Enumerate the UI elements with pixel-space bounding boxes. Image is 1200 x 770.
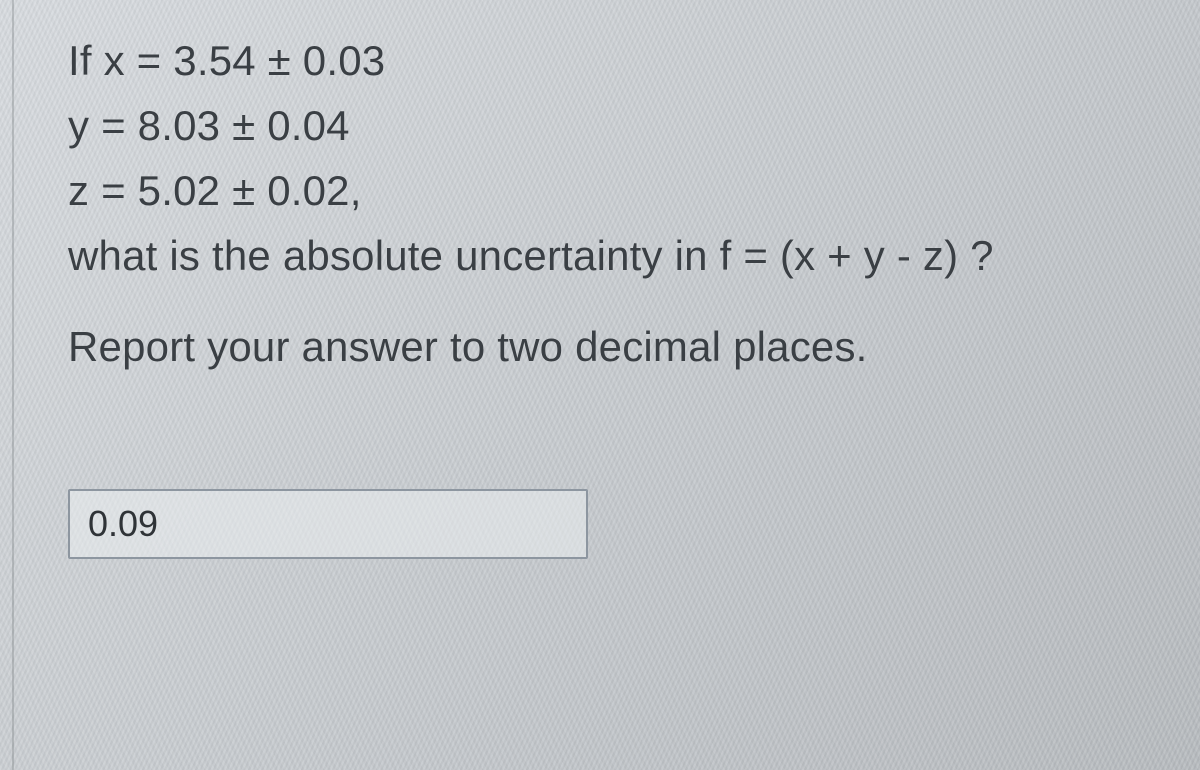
question-line-4: what is the absolute uncertainty in f = … (68, 223, 1160, 288)
answer-input[interactable] (68, 489, 588, 559)
question-line-3: z = 5.02 ± 0.02, (68, 158, 1160, 223)
question-line-1: If x = 3.54 ± 0.03 (68, 28, 1160, 93)
question-card: If x = 3.54 ± 0.03 y = 8.03 ± 0.04 z = 5… (12, 0, 1200, 770)
question-instruction: Report your answer to two decimal places… (68, 314, 1160, 379)
question-line-2: y = 8.03 ± 0.04 (68, 93, 1160, 158)
answer-area (68, 489, 1160, 559)
